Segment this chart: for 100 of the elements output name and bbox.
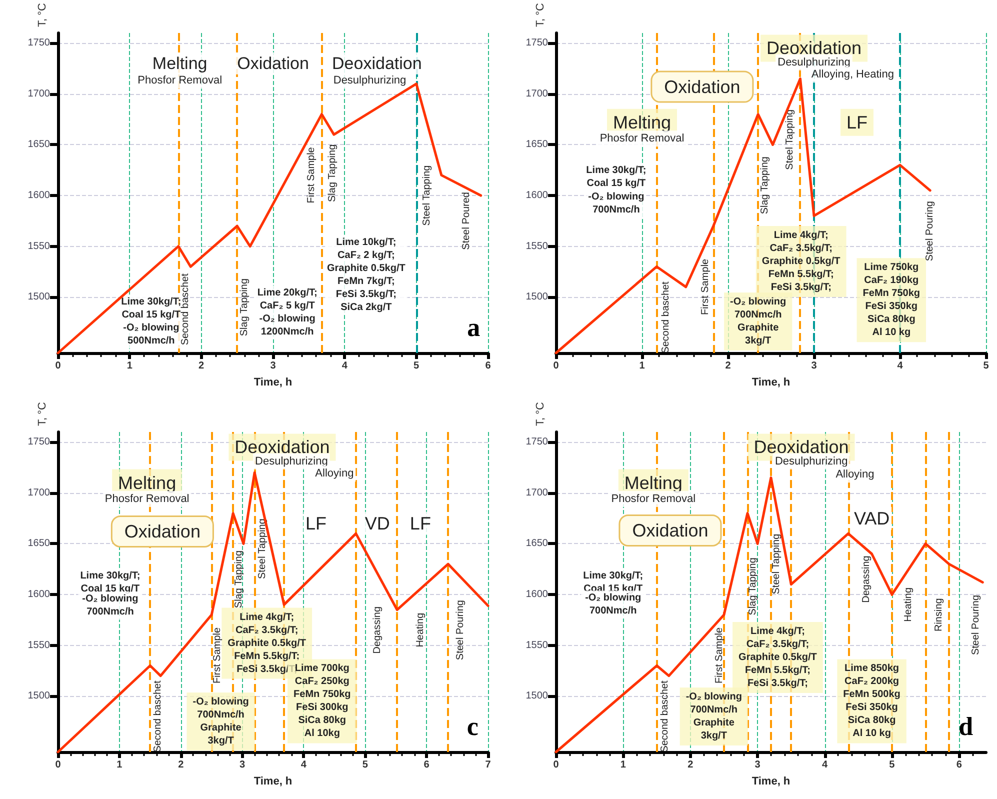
x-tick-label: 4 (897, 360, 904, 372)
x-axis-title: Time, h (752, 376, 790, 388)
y-tick-label: 1600 (28, 589, 50, 600)
annotation: Alloying (315, 468, 354, 480)
annotation: Lime 30kg/T; Coal 15 kg/T (586, 165, 646, 190)
y-tick-label: 1650 (28, 538, 50, 550)
x-axis-title: Time, h (254, 376, 292, 388)
annotation: Melting (152, 54, 208, 73)
annotation: Steel Pouring (454, 600, 466, 660)
annotation: Deoxidation (234, 437, 330, 458)
y-tick-label: 1700 (28, 487, 50, 498)
annotation: Steel Pouring (924, 201, 936, 262)
annotation: Oxidation (237, 54, 309, 73)
annotation: LF (846, 112, 868, 132)
annotation: Deoxidation (766, 38, 862, 58)
y-tick-label: 1700 (28, 88, 50, 100)
x-tick-label: 6 (956, 760, 962, 770)
annotation: Phosfor Removal (104, 493, 190, 506)
annotation: Lime 850kg CaF₂ 200kg FeMn 500kg FeSi 350kg SiCa 80kg Al 10 kg (843, 663, 900, 740)
y-axis-title: T, °C (36, 2, 48, 27)
annotation: LF (410, 513, 431, 534)
y-tick-label: 1750 (526, 436, 548, 448)
annotation: Second baschet (660, 281, 672, 354)
annotation: Slag Tapping (326, 144, 338, 202)
x-tick-label: 3 (754, 760, 761, 770)
annotation: Lime 30kg/T; Coal 15 kg/T (583, 570, 644, 594)
annotation: Slag Tapping (234, 550, 245, 608)
x-axis-title: Time, h (254, 776, 292, 788)
annotation: Oxidation (124, 522, 200, 542)
annotation: Desulphurizing (255, 455, 328, 468)
annotation: Second baschet (180, 273, 192, 346)
y-tick-label: 1550 (28, 640, 50, 651)
annotation: Steel Tapping (770, 534, 782, 594)
y-tick-label: 1550 (28, 240, 50, 252)
annotation: Phosfor Removal (138, 74, 222, 87)
y-tick-label: 1550 (526, 640, 548, 651)
text: d (958, 712, 974, 742)
y-tick-label: 1600 (28, 190, 50, 202)
y-tick-label: 1600 (526, 589, 548, 600)
annotation: Slag Tapping (759, 156, 770, 214)
annotation: Rinsing (933, 598, 944, 632)
annotation: Phosfor Removal (611, 493, 696, 506)
annotation: Alloying, Heating (811, 68, 894, 81)
annotation: Degassing (860, 556, 872, 603)
x-tick-label: 4 (822, 760, 828, 770)
y-tick-label: 1650 (526, 538, 548, 550)
annotation: Steel Tapping (784, 109, 796, 170)
y-tick-label: 1650 (526, 139, 548, 150)
y-tick-label: 1500 (28, 690, 50, 702)
x-tick-label: 1 (620, 760, 626, 770)
x-tick-label: 2 (725, 360, 732, 372)
x-tick-label: 2 (198, 360, 205, 372)
annotation: Lime 4kg/T; CaF₂ 3.5kg/T; Graphite 0.5kg/T FeMn 5.5kg/T; FeSi 3.5kg/T; (762, 230, 840, 294)
annotation: Slag Tapping (747, 558, 758, 616)
annotation: -O₂ blowing 700Nmc/h (585, 592, 642, 617)
annotation: LF (305, 513, 327, 534)
x-tick-label: 3 (811, 360, 818, 372)
annotation: Second baschet (152, 680, 164, 752)
y-tick-label: 1700 (526, 487, 548, 498)
annotation: Phosfor Removal (600, 132, 684, 145)
x-tick-label: 5 (362, 760, 368, 770)
text: a (467, 313, 480, 342)
y-tick-label: 1750 (28, 436, 50, 448)
annotation: VD (364, 513, 390, 534)
y-tick-label: 1600 (526, 190, 548, 202)
x-tick-label: 6 (485, 360, 492, 372)
annotation: Heating (414, 612, 426, 648)
x-tick-label: 0 (553, 760, 560, 770)
annotation: Steel Poured (461, 192, 472, 250)
x-tick-label: 5 (889, 760, 896, 770)
text: c (466, 712, 478, 742)
annotation: Second baschet (659, 680, 670, 752)
annotation: Lime 10kg/T; CaF₂ 2 kg/T; Graphite 0.5kg/T FeMn 7kg/T; FeSi 3.5kg/T; SiCa 2kg/T (326, 236, 406, 313)
annotation: Deoxidation (754, 437, 849, 458)
x-tick-label: 7 (485, 760, 492, 770)
y-axis-title: T, °C (534, 2, 546, 27)
annotation: Lime 4kg/T; CaF₂ 3.5kg/T; Graphite 0.5kg/T FeMn 5.5kg/T; FeSi 3.5kg/T; (738, 626, 817, 690)
annotation: Desulphurizing (333, 74, 406, 87)
x-tick-label: 1 (639, 360, 646, 372)
x-tick-label: 3 (240, 760, 246, 770)
annotation: Slag Tapping (238, 278, 250, 336)
x-tick-label: 0 (55, 760, 62, 770)
y-tick-label: 1700 (526, 88, 548, 100)
x-tick-label: 0 (55, 360, 62, 372)
x-tick-label: 4 (342, 360, 348, 372)
annotation: Steel Tapping (257, 518, 268, 580)
x-tick-label: 5 (983, 360, 990, 372)
annotation: Lime 750kg CaF₂ 190kg FeMn 750kg FeSi 350kg SiCa 80kg Al 10 kg (862, 262, 920, 338)
annotation: Desulphurizing (778, 56, 850, 68)
x-tick-label: 0 (553, 360, 560, 372)
y-tick-label: 1650 (28, 139, 50, 150)
annotation: Desulphurizing (774, 455, 848, 468)
annotation: First Sample (212, 626, 224, 684)
annotation: First Sample (700, 258, 712, 316)
annotation: Lime 30kg/T; Coal 15 kg/T (80, 570, 140, 594)
x-tick-label: 3 (270, 360, 276, 372)
annotation: -O₂ blowing 700Nmc/h Graphite 3kg/T (730, 296, 786, 347)
annotation: Steel Tapping (422, 165, 433, 226)
y-tick-label: 1500 (28, 292, 50, 303)
annotation: Melting (118, 472, 176, 493)
